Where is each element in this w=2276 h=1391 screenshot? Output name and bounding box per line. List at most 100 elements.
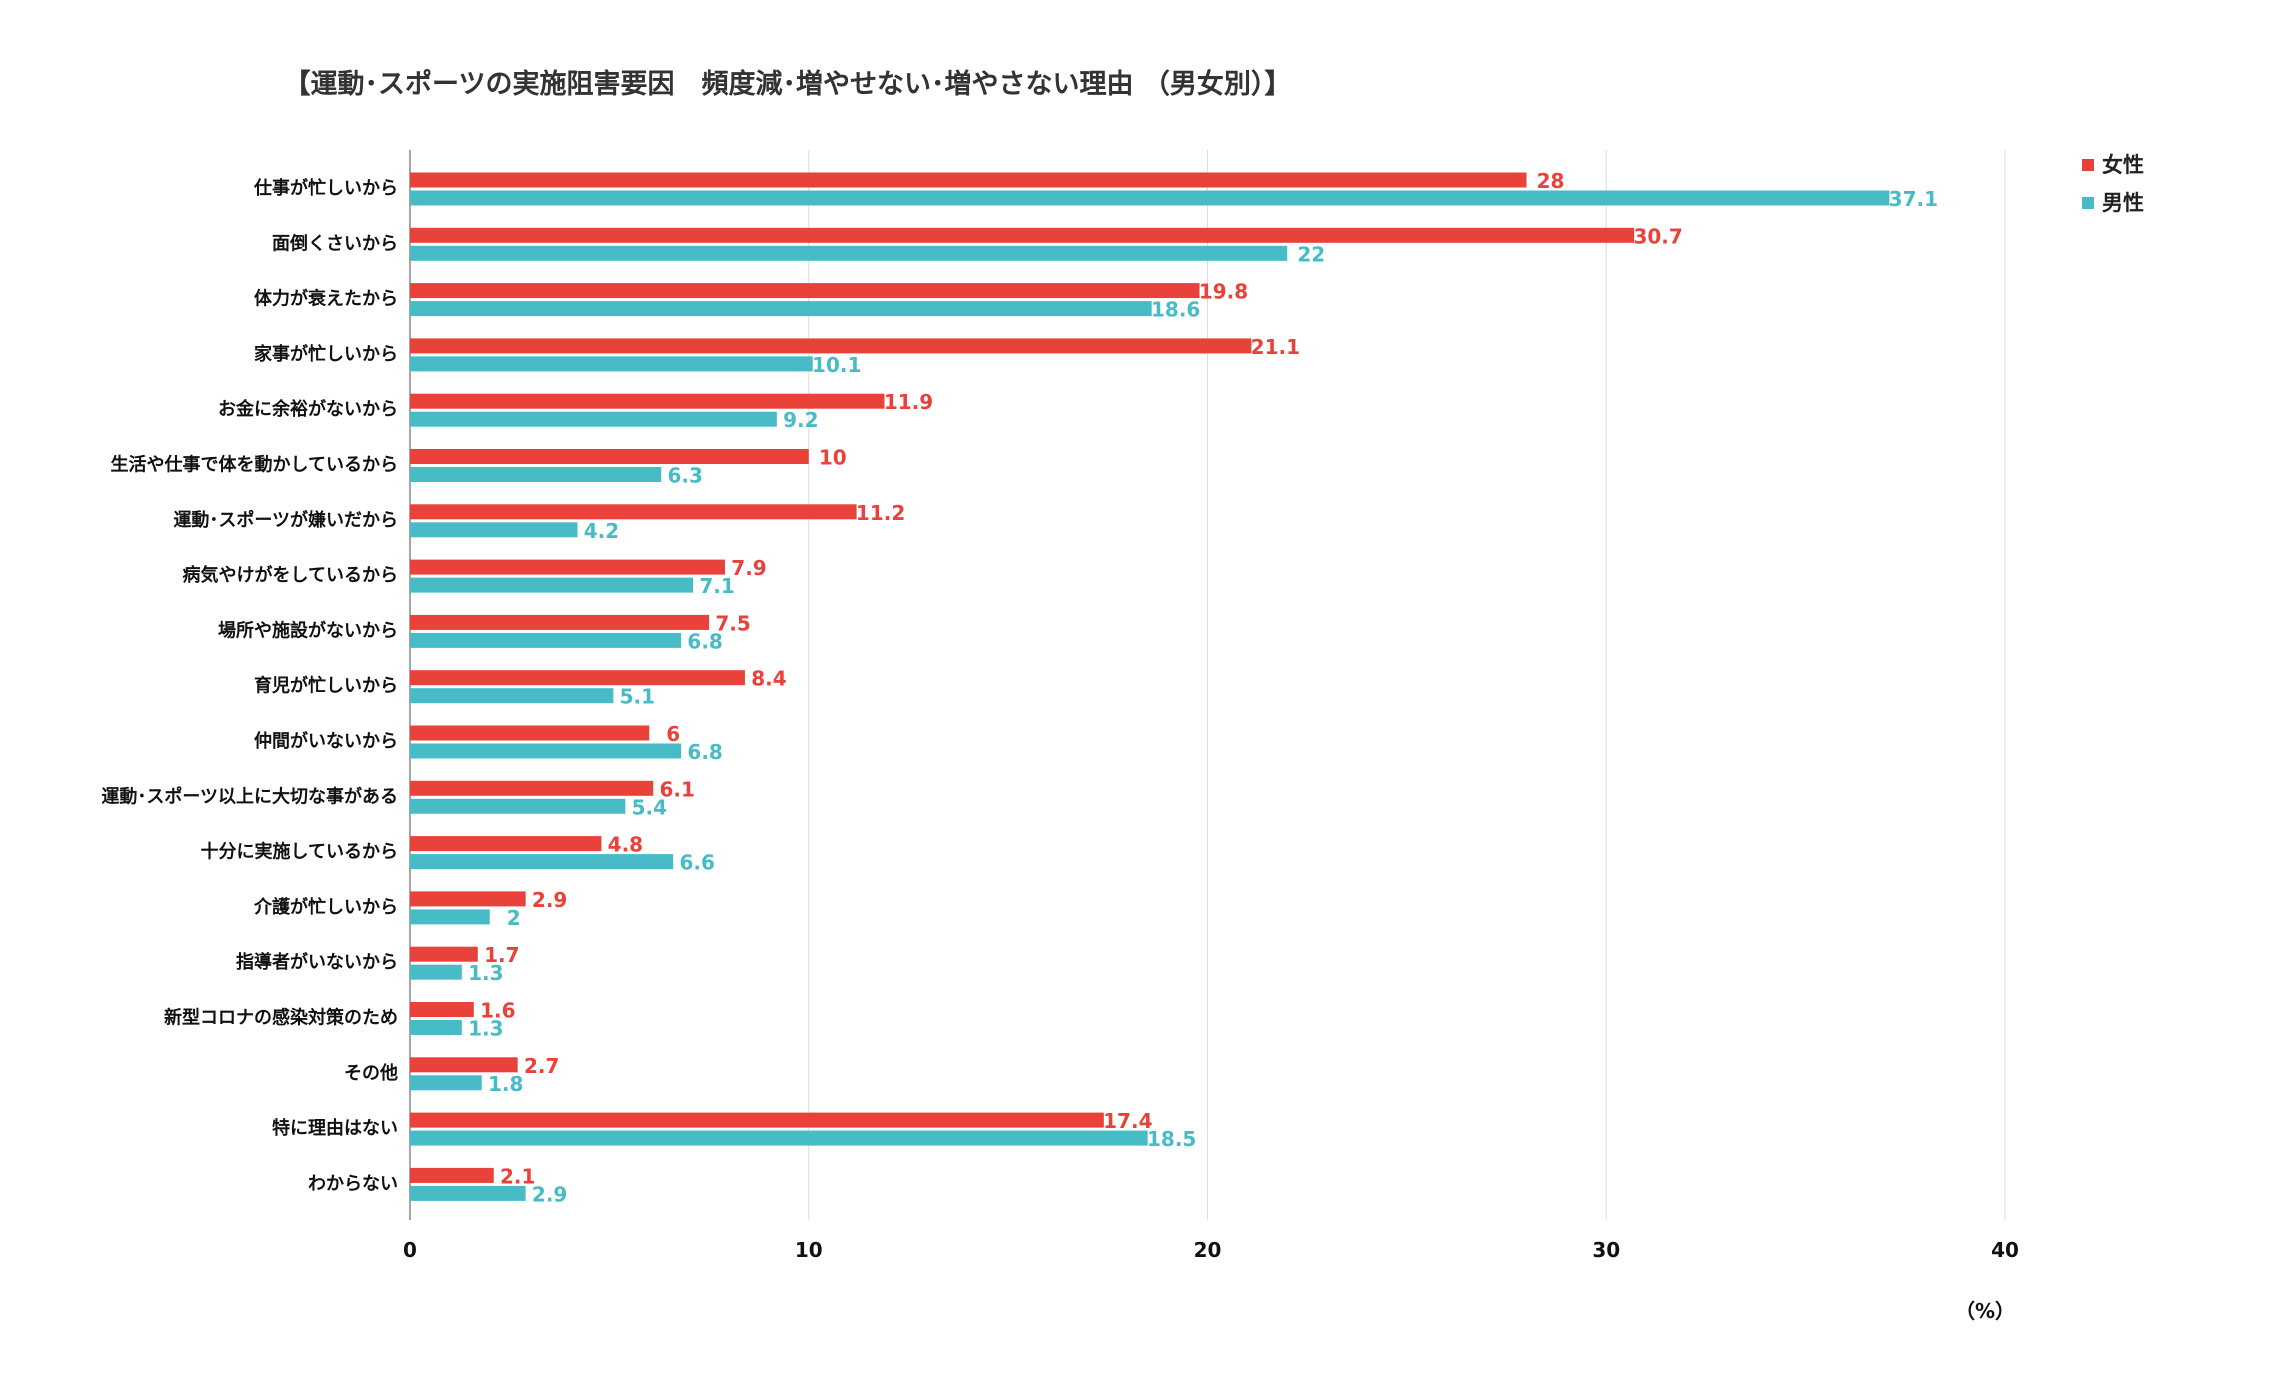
data-label: 5.4 — [632, 795, 667, 819]
data-label: 9.2 — [783, 408, 818, 432]
category-label: わからない — [308, 1173, 398, 1194]
bar-female — [410, 725, 650, 741]
bar-male — [410, 1075, 482, 1091]
x-tick-label: 20 — [1194, 1238, 1222, 1262]
legend-swatch — [2082, 159, 2094, 171]
category-label: 生活や仕事で体を動かしているから — [111, 454, 398, 476]
bar-male — [410, 798, 626, 814]
category-label: 運動･スポーツ以上に大切な事がある — [101, 785, 398, 807]
bar-male — [410, 854, 674, 870]
x-tick-label: 0 — [403, 1238, 417, 1262]
bar-female — [410, 836, 602, 852]
bars — [410, 172, 1890, 1201]
bar-female — [410, 393, 885, 409]
bar-male — [410, 632, 682, 648]
category-label: 指導者がいないから — [236, 951, 398, 973]
category-label: 体力が衰えたから — [254, 288, 398, 310]
unit-label: （%） — [1955, 1299, 2015, 1323]
data-label: 21.1 — [1251, 335, 1300, 359]
bar-female — [410, 504, 857, 520]
data-label: 30.7 — [1633, 224, 1682, 248]
bar-female — [410, 1112, 1104, 1128]
x-tick-label: 40 — [1991, 1238, 2019, 1262]
data-label: 1.6 — [480, 999, 515, 1023]
bar-male — [410, 190, 1890, 206]
legend-swatch — [2082, 197, 2094, 209]
bar-male — [410, 743, 682, 759]
data-label: 2 — [507, 906, 521, 930]
bar-male — [410, 577, 694, 593]
chart-title: 【運動･スポーツの実施阻害要因 頻度減･増やせない･増やさない理由 （男女別）】 — [283, 69, 1292, 100]
data-label: 11.2 — [856, 501, 905, 525]
data-label: 1.8 — [488, 1072, 523, 1096]
category-label: 家事が忙しいから — [254, 343, 398, 365]
category-label: 運動･スポーツが嫌いだから — [173, 509, 398, 531]
bar-female — [410, 338, 1252, 354]
x-tick-label: 10 — [795, 1238, 823, 1262]
data-label: 8.4 — [751, 667, 786, 691]
data-label: 7.5 — [715, 611, 750, 635]
bar-male — [410, 467, 662, 482]
data-label: 28 — [1537, 169, 1565, 193]
data-label: 4.8 — [608, 833, 643, 857]
bar-female — [410, 670, 745, 686]
bar-female — [410, 891, 526, 907]
data-label: 11.9 — [884, 390, 933, 414]
data-label: 6 — [666, 722, 680, 746]
data-label: 2.1 — [500, 1164, 535, 1188]
data-label: 6.6 — [679, 851, 714, 875]
bar-male — [410, 522, 578, 538]
data-label: 2.7 — [524, 1054, 559, 1078]
bar-male — [410, 356, 813, 372]
category-label: 面倒くさいから — [272, 233, 398, 254]
data-label: 6.3 — [667, 464, 702, 488]
category-label: 仲間がいないから — [254, 730, 398, 752]
data-label: 5.1 — [620, 685, 655, 709]
bar-male — [410, 1020, 462, 1035]
x-tick-label: 30 — [1592, 1238, 1620, 1262]
bar-male — [410, 688, 614, 704]
bar-male — [410, 964, 462, 980]
category-label: 介護が忙しいから — [253, 896, 398, 918]
data-label: 18.5 — [1147, 1127, 1196, 1151]
data-label: 1.3 — [468, 1017, 503, 1041]
data-label: 2.9 — [532, 888, 567, 912]
category-label: 仕事が忙しいから — [253, 177, 398, 199]
data-label: 1.7 — [484, 943, 519, 967]
bar-female — [410, 449, 809, 464]
data-label: 1.3 — [468, 961, 503, 985]
category-label: 新型コロナの感染対策のため — [164, 1007, 398, 1029]
bar-female — [410, 1057, 518, 1073]
value-labels: 28 37.1 30.7 22 19.818.6 21.1 10.1 11.9 9.210 6.3… — [468, 169, 1938, 1206]
bar-male — [410, 301, 1152, 317]
data-label: 10 — [819, 446, 847, 470]
data-label: 2.9 — [532, 1182, 567, 1206]
data-label: 6.1 — [660, 777, 695, 801]
data-label: 6.8 — [687, 629, 722, 653]
category-label: 特に理由はない — [272, 1117, 398, 1139]
legend-label: 男性 — [2102, 191, 2144, 215]
bar-male — [410, 1185, 526, 1201]
legend-label: 女性 — [2102, 153, 2144, 177]
bar-female — [410, 1002, 474, 1017]
bar-male — [410, 1130, 1148, 1146]
x-axis-ticks: 0 10 20 30 40 — [403, 1238, 2019, 1262]
category-label: 病気やけがをしているから — [183, 564, 398, 586]
bar-female — [410, 283, 1200, 299]
data-label: 7.1 — [699, 574, 734, 598]
bar-male — [410, 411, 777, 427]
data-label: 6.8 — [687, 740, 722, 764]
data-label: 37.1 — [1889, 187, 1938, 211]
data-label: 4.2 — [584, 519, 619, 543]
category-label: その他 — [344, 1062, 398, 1084]
bar-female — [410, 1167, 494, 1183]
bar-female — [410, 227, 1635, 243]
bar-female — [410, 946, 478, 962]
bar-female — [410, 559, 726, 575]
data-label: 22 — [1297, 242, 1325, 266]
bar-male — [410, 245, 1288, 261]
data-label: 18.6 — [1151, 298, 1200, 322]
category-label: 十分に実施しているから — [201, 841, 398, 863]
category-label: お金に余裕がないから — [218, 398, 398, 420]
